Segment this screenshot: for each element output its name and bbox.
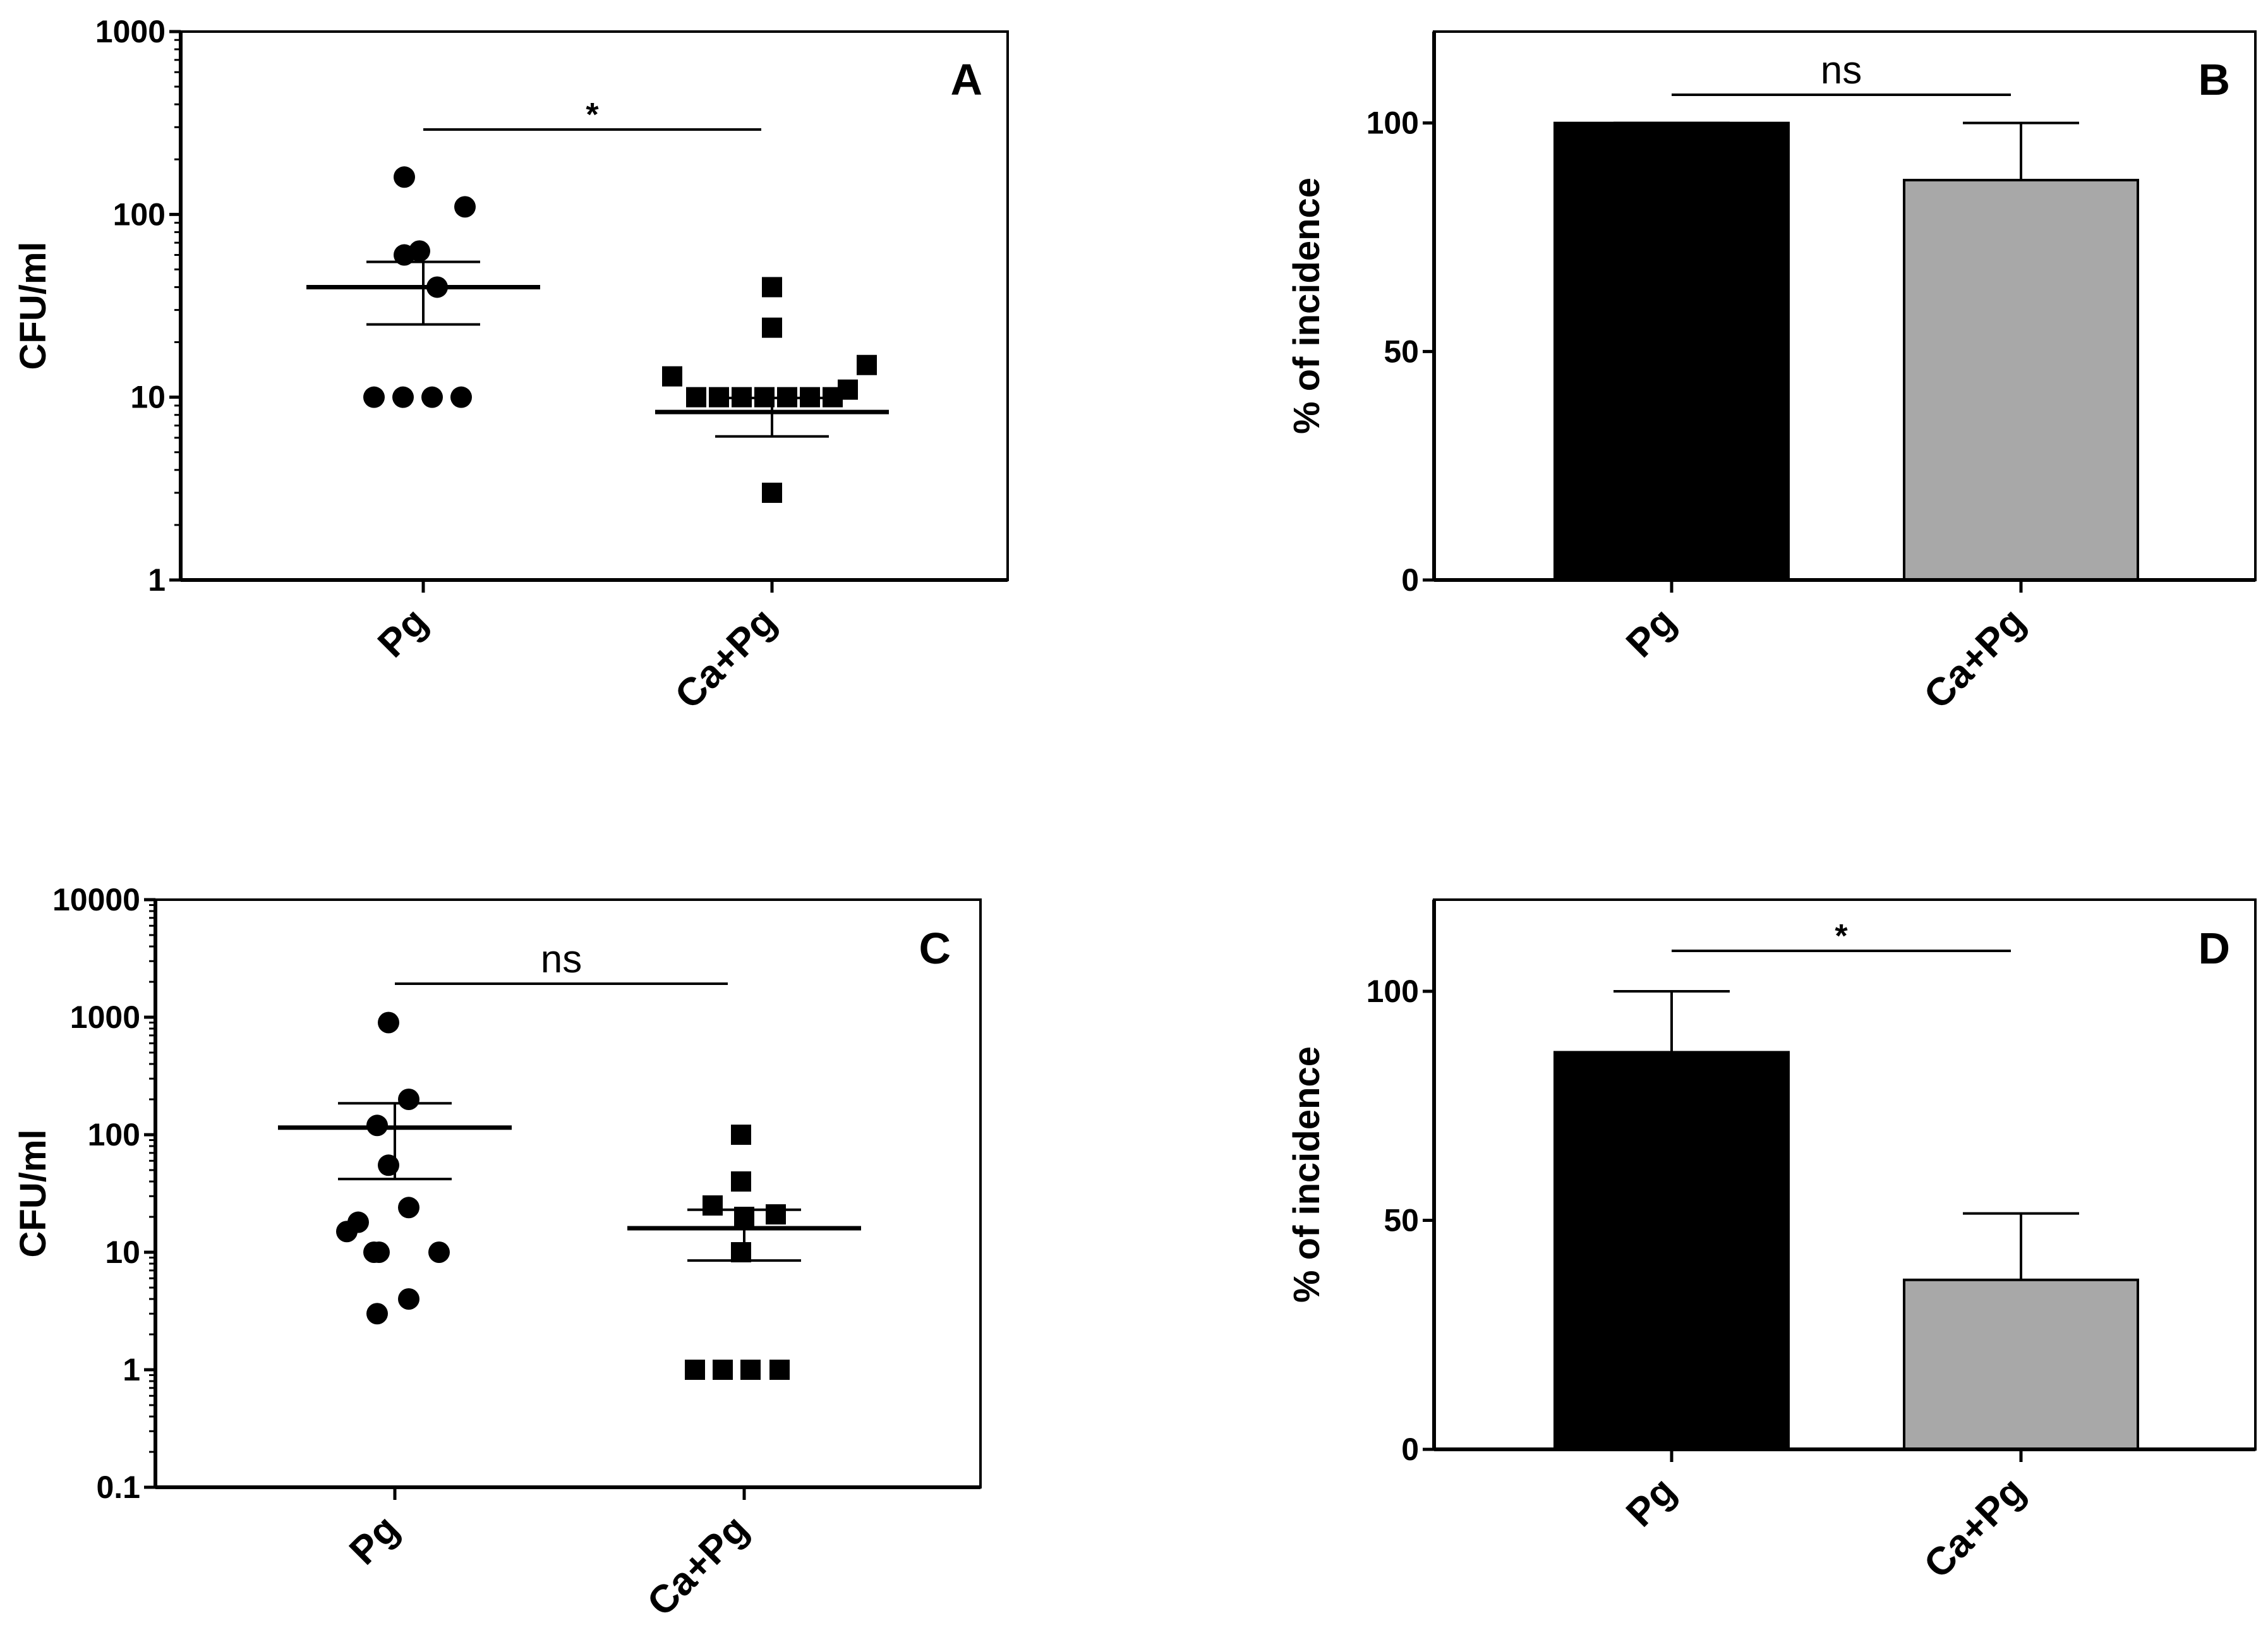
data-point	[454, 196, 476, 218]
y-tick-label: 0	[1401, 1432, 1419, 1467]
bar-ca-pg	[1903, 1278, 2139, 1451]
y-tick-label: 0.1	[96, 1470, 140, 1505]
y-tick-label: 50	[1384, 334, 1419, 369]
y-tick-label: 0	[1401, 562, 1419, 598]
y-tick-label: 10	[105, 1235, 140, 1270]
panel-letter: A	[950, 55, 982, 104]
bar-ca-pg	[1903, 179, 2139, 582]
y-tick-label: 100	[1366, 974, 1419, 1009]
data-point	[394, 166, 415, 188]
y-tick-label: 1000	[70, 1000, 140, 1035]
data-point	[703, 1195, 723, 1216]
y-tick-label: 1	[123, 1352, 140, 1387]
panel-letter: D	[2198, 924, 2230, 973]
data-point	[421, 386, 443, 408]
data-point	[368, 1241, 390, 1263]
y-axis-title: % of incidence	[1286, 178, 1327, 434]
panel-c: 0.1 1 10 100 1000 10000 CFU/ml Pg Ca+Pg ns C	[13, 882, 982, 1625]
data-point	[392, 386, 414, 408]
y-axis-title: CFU/ml	[13, 1130, 54, 1258]
data-point	[450, 386, 472, 408]
data-point	[378, 1012, 399, 1034]
x-category-label: Ca+Pg	[639, 1507, 756, 1624]
data-point	[685, 1360, 705, 1380]
x-category-label: Ca+Pg	[1915, 600, 2033, 717]
data-point	[762, 277, 782, 298]
significance-label: *	[586, 97, 599, 133]
data-point	[686, 387, 706, 408]
data-point	[857, 354, 877, 375]
panel-a: 1 10 100 1000 CFU/ml Pg Ca+Pg * A	[13, 14, 1009, 718]
data-point	[363, 386, 385, 408]
x-category-label: Ca+Pg	[667, 600, 784, 717]
bar-pg	[1553, 1051, 1790, 1451]
y-axis-title: % of incidence	[1286, 1046, 1327, 1303]
data-point	[428, 1241, 450, 1263]
x-category-label: Ca+Pg	[1915, 1469, 2033, 1586]
data-point	[366, 1303, 388, 1325]
data-point	[398, 1197, 419, 1219]
data-point	[398, 1288, 419, 1310]
data-point	[762, 317, 782, 338]
data-point	[762, 482, 782, 503]
significance-label: *	[1835, 918, 1848, 955]
y-tick-label: 10	[130, 380, 166, 415]
data-point	[731, 1242, 751, 1262]
y-tick-label: 100	[88, 1117, 140, 1152]
significance-label: ns	[1821, 49, 1862, 92]
data-point	[769, 1360, 790, 1380]
bar-pg	[1553, 121, 1790, 581]
data-point	[740, 1360, 761, 1380]
panel-letter: C	[919, 924, 951, 973]
x-category-label: Pg	[341, 1507, 407, 1573]
data-point	[398, 1089, 419, 1111]
data-point	[713, 1360, 733, 1380]
data-point	[662, 366, 682, 387]
data-point	[731, 1171, 751, 1192]
y-tick-label: 1	[148, 562, 166, 598]
y-tick-label: 50	[1384, 1203, 1419, 1238]
y-tick-label: 100	[113, 196, 166, 232]
data-point	[409, 240, 430, 262]
y-axis-title: CFU/ml	[13, 242, 54, 370]
panel-b: 0 50 100 % of incidence Pg Ca+Pg ns B	[1286, 30, 2257, 718]
data-point	[766, 1204, 786, 1225]
y-tick-label: 100	[1366, 106, 1419, 141]
significance-label: ns	[541, 938, 582, 981]
x-category-label: Pg	[1618, 600, 1684, 666]
y-tick-label: 10000	[52, 882, 140, 917]
data-point	[336, 1221, 358, 1243]
panel-letter: B	[2198, 55, 2230, 104]
plot-frame	[154, 898, 982, 1489]
data-point	[731, 1125, 751, 1145]
y-tick-label: 1000	[95, 14, 166, 49]
x-category-label: Pg	[370, 600, 436, 666]
x-category-label: Pg	[1618, 1469, 1684, 1535]
panel-d: 0 50 100 % of incidence Pg Ca+Pg * D	[1286, 898, 2257, 1587]
